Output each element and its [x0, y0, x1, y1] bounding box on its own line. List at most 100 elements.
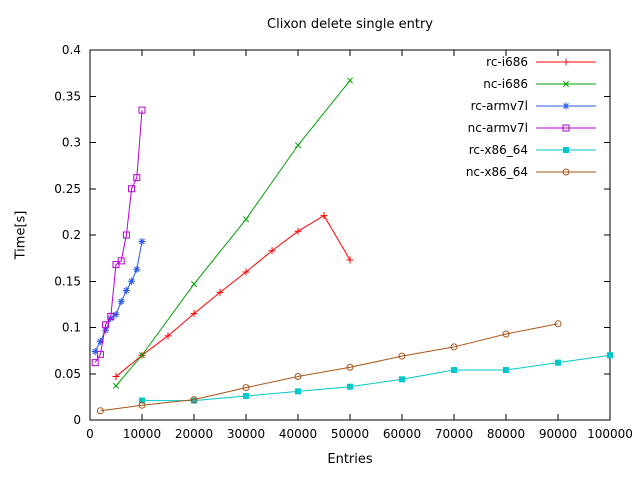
marker-plus: [216, 288, 224, 296]
marker-plus: [112, 373, 120, 381]
series-nc-x86_64: [96, 320, 562, 415]
marker-plus: [190, 310, 198, 318]
series-nc-i686: [112, 77, 354, 389]
marker-asterisk: [102, 326, 110, 334]
legend-item-rc-x86_64: rc-x86_64: [469, 143, 596, 157]
x-tick-label: 80000: [487, 427, 525, 441]
y-tick-label: 0.4: [62, 43, 81, 57]
series-line-rc-x86_64: [142, 354, 611, 402]
y-tick-label: 0.05: [54, 367, 81, 381]
marker-circle-open: [294, 373, 302, 381]
x-tick-label: 60000: [383, 427, 421, 441]
marker-asterisk: [96, 337, 104, 345]
marker-plus: [242, 268, 250, 276]
marker-square-filled: [451, 367, 457, 374]
marker-square-filled: [607, 352, 613, 359]
chart-title: Clixon delete single entry: [267, 17, 433, 32]
x-tick-label: 70000: [435, 427, 473, 441]
marker-cross: [294, 142, 302, 149]
marker-cross: [242, 216, 250, 223]
marker-circle-open: [502, 330, 510, 338]
marker-square-open: [128, 185, 136, 193]
legend-label-nc-i686: nc-i686: [483, 77, 528, 91]
x-axis-label: Entries: [327, 452, 373, 467]
legend-item-nc-armv7l: nc-armv7l: [468, 121, 596, 135]
series-rc-x86_64: [139, 352, 613, 404]
series-rc-i686: [112, 212, 354, 381]
y-tick-label: 0.15: [54, 274, 81, 288]
marker-circle-open: [398, 352, 406, 360]
marker-circle-open: [450, 343, 458, 351]
marker-asterisk: [112, 311, 120, 319]
legend-label-nc-x86_64: nc-x86_64: [466, 165, 528, 179]
series-line-rc-i686: [115, 214, 351, 377]
marker-square-filled: [295, 388, 301, 395]
marker-square-open: [138, 106, 146, 114]
y-tick-label: 0.3: [62, 136, 81, 150]
legend-label-rc-x86_64: rc-x86_64: [469, 143, 528, 157]
marker-square-filled: [243, 392, 249, 399]
legend-label-nc-armv7l: nc-armv7l: [468, 121, 528, 135]
marker-circle-open: [242, 384, 250, 392]
marker-square-open: [122, 231, 130, 239]
series-line-nc-i686: [115, 80, 351, 387]
series-nc-armv7l: [91, 106, 146, 367]
legend-label-rc-armv7l: rc-armv7l: [471, 99, 528, 113]
legend-item-nc-i686: nc-i686: [483, 77, 596, 91]
y-tick-label: 0.2: [62, 228, 81, 242]
marker-plus: [320, 212, 328, 220]
y-tick-label: 0.1: [62, 321, 81, 335]
marker-asterisk: [117, 298, 125, 306]
marker-circle-open: [138, 401, 146, 409]
marker-square-open: [117, 257, 125, 265]
marker-asterisk: [562, 102, 570, 110]
marker-square-filled: [191, 397, 197, 404]
x-tick-label: 100000: [587, 427, 633, 441]
marker-plus: [346, 256, 354, 264]
legend: rc-i686 nc-i686 rc-armv7l nc-armv7l rc-x86_6…: [466, 55, 596, 179]
marker-square-open: [107, 312, 115, 320]
marker-asterisk: [138, 237, 146, 245]
marker-plus: [268, 247, 276, 255]
series-line-nc-x86_64: [100, 323, 559, 412]
marker-asterisk: [133, 265, 141, 273]
x-tick-label: 90000: [539, 427, 577, 441]
legend-item-rc-armv7l: rc-armv7l: [471, 99, 596, 113]
legend-label-rc-i686: rc-i686: [486, 55, 528, 69]
marker-square-open: [102, 321, 110, 329]
marker-square-filled: [503, 367, 509, 374]
marker-asterisk: [122, 287, 130, 294]
marker-square-open: [112, 261, 120, 269]
marker-circle-open: [190, 396, 198, 404]
marker-asterisk: [128, 277, 136, 285]
marker-square-filled: [347, 383, 353, 390]
marker-square-filled: [563, 147, 569, 153]
marker-plus: [294, 227, 302, 235]
marker-square-open: [96, 350, 104, 358]
marker-circle-open: [96, 407, 104, 415]
marker-square-open: [91, 359, 99, 367]
x-tick-label: 30000: [227, 427, 265, 441]
marker-cross: [112, 382, 120, 389]
legend-item-nc-x86_64: nc-x86_64: [466, 165, 596, 179]
marker-asterisk: [107, 314, 115, 322]
marker-circle-open: [554, 320, 562, 328]
marker-square-filled: [139, 397, 145, 404]
x-tick-label: 20000: [175, 427, 213, 441]
y-tick-label: 0.35: [54, 89, 81, 103]
y-tick-label: 0.25: [54, 182, 81, 196]
marker-plus: [562, 58, 570, 66]
x-tick-label: 50000: [331, 427, 369, 441]
marker-square-open: [562, 124, 570, 132]
x-tick-label: 40000: [279, 427, 317, 441]
marker-cross: [562, 80, 570, 88]
marker-cross: [190, 280, 198, 288]
legend-item-rc-i686: rc-i686: [486, 55, 596, 69]
x-tick-label: 0: [86, 427, 94, 441]
marker-asterisk: [91, 348, 99, 356]
marker-square-filled: [555, 359, 561, 366]
marker-square-filled: [399, 376, 405, 383]
marker-circle-open: [346, 363, 354, 371]
